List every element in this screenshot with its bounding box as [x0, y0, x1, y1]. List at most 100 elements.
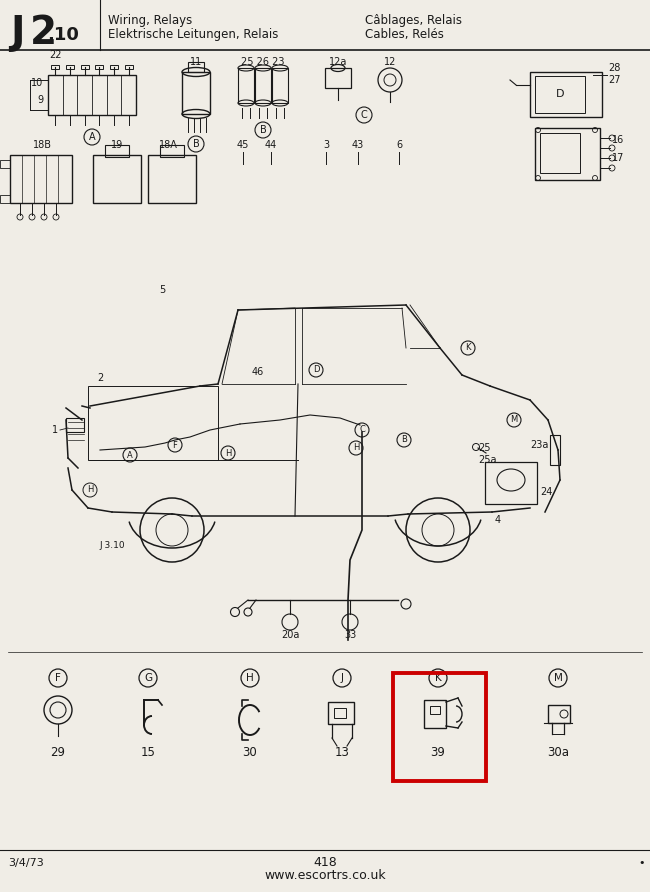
- Text: 17: 17: [612, 153, 625, 163]
- Text: 44: 44: [265, 140, 277, 150]
- Text: B: B: [401, 435, 407, 444]
- Text: Câblages, Relais: Câblages, Relais: [365, 14, 462, 27]
- Bar: [485, 462, 537, 504]
- Bar: [148, 155, 196, 203]
- Text: Wiring, Relays: Wiring, Relays: [108, 14, 192, 27]
- Text: 2: 2: [30, 14, 57, 52]
- Text: M: M: [510, 416, 517, 425]
- Text: 25a: 25a: [478, 455, 497, 465]
- Text: C: C: [359, 425, 365, 434]
- Text: 30: 30: [242, 746, 257, 758]
- Text: 5: 5: [159, 285, 165, 295]
- Bar: [0, 160, 10, 168]
- Text: 28: 28: [608, 63, 620, 73]
- Bar: [66, 418, 84, 432]
- Text: 22: 22: [50, 50, 62, 60]
- Bar: [255, 68, 271, 103]
- Text: 3/4/73: 3/4/73: [8, 858, 44, 868]
- Text: .10: .10: [47, 26, 79, 44]
- Bar: [10, 155, 72, 203]
- Bar: [334, 708, 346, 718]
- Text: 25: 25: [478, 443, 491, 453]
- Bar: [110, 65, 118, 69]
- Text: 24: 24: [540, 487, 552, 497]
- Text: 46: 46: [252, 367, 264, 377]
- Text: D: D: [313, 366, 319, 375]
- Text: J: J: [341, 673, 343, 683]
- Text: www.escortrs.co.uk: www.escortrs.co.uk: [264, 869, 386, 882]
- Text: 43: 43: [352, 140, 364, 150]
- Bar: [238, 68, 254, 103]
- Bar: [160, 145, 184, 157]
- Text: 10: 10: [31, 78, 43, 88]
- Text: H: H: [353, 443, 359, 452]
- Text: 2: 2: [97, 373, 103, 383]
- Text: 11: 11: [190, 57, 202, 67]
- Text: 33: 33: [344, 630, 356, 640]
- Bar: [93, 155, 141, 203]
- Text: 45: 45: [237, 140, 249, 150]
- Text: A: A: [88, 132, 96, 142]
- Text: 18A: 18A: [159, 140, 177, 150]
- Text: B: B: [259, 125, 266, 135]
- Text: 23a: 23a: [530, 440, 549, 450]
- Text: Elektrische Leitungen, Relais: Elektrische Leitungen, Relais: [108, 28, 278, 41]
- Text: 4: 4: [495, 515, 501, 525]
- Text: 15: 15: [140, 746, 155, 758]
- Text: H: H: [225, 449, 231, 458]
- Bar: [66, 65, 74, 69]
- Text: 20a: 20a: [281, 630, 299, 640]
- Text: 6: 6: [396, 140, 402, 150]
- Bar: [535, 76, 585, 113]
- Text: C: C: [361, 110, 367, 120]
- Bar: [530, 72, 602, 117]
- Bar: [105, 145, 129, 157]
- Text: D: D: [556, 89, 564, 99]
- Text: 3: 3: [323, 140, 329, 150]
- Bar: [96, 65, 103, 69]
- Bar: [550, 435, 560, 465]
- Text: 30a: 30a: [547, 746, 569, 758]
- Bar: [81, 65, 88, 69]
- Text: G: G: [144, 673, 152, 683]
- Text: 27: 27: [608, 75, 621, 85]
- Text: 19: 19: [111, 140, 123, 150]
- Text: 12: 12: [384, 57, 396, 67]
- Text: H: H: [246, 673, 254, 683]
- Text: A: A: [127, 450, 133, 459]
- Text: 29: 29: [51, 746, 66, 758]
- Bar: [182, 72, 210, 114]
- Bar: [548, 705, 570, 723]
- Bar: [535, 128, 600, 180]
- Text: 39: 39: [430, 746, 445, 758]
- Text: K: K: [435, 673, 441, 683]
- Text: K: K: [465, 343, 471, 352]
- Text: •: •: [638, 858, 645, 868]
- Text: 13: 13: [335, 746, 350, 758]
- Text: F: F: [55, 673, 61, 683]
- Bar: [272, 68, 288, 103]
- Text: 9: 9: [37, 95, 43, 105]
- Bar: [51, 65, 59, 69]
- Bar: [430, 706, 440, 714]
- Bar: [328, 702, 354, 724]
- Bar: [48, 75, 136, 115]
- Text: Cables, Relés: Cables, Relés: [365, 28, 444, 41]
- Text: 18B: 18B: [32, 140, 51, 150]
- Text: F: F: [172, 441, 177, 450]
- Bar: [325, 68, 351, 88]
- Text: M: M: [554, 673, 562, 683]
- Text: 1: 1: [52, 425, 58, 435]
- Bar: [540, 133, 580, 173]
- Bar: [0, 195, 10, 203]
- Text: H: H: [87, 485, 93, 494]
- Text: 12a: 12a: [329, 57, 347, 67]
- Text: B: B: [192, 139, 200, 149]
- Text: 25 26 23: 25 26 23: [241, 57, 285, 67]
- Text: 418: 418: [313, 856, 337, 869]
- Text: J: J: [10, 14, 25, 52]
- Bar: [88, 386, 218, 460]
- Bar: [393, 673, 486, 781]
- Text: 16: 16: [612, 135, 624, 145]
- Text: J 3.10: J 3.10: [99, 541, 125, 549]
